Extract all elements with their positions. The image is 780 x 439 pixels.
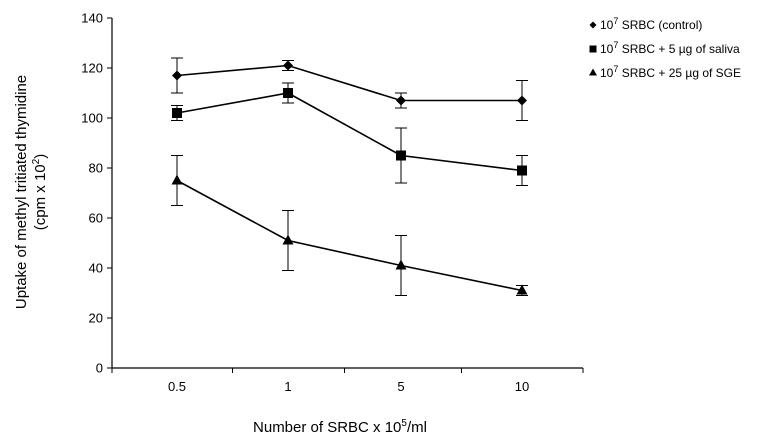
data-point <box>516 284 528 295</box>
legend-marker <box>589 21 597 29</box>
x-axis-title: Number of SRBC x 105/ml <box>253 418 427 436</box>
data-point <box>282 234 294 245</box>
data-point <box>396 150 406 161</box>
y-axis-title-line2-sup: 2 <box>31 158 42 164</box>
data-point <box>172 108 182 118</box>
series-square <box>171 82 528 186</box>
data-point <box>283 60 293 71</box>
y-tick-label: 140 <box>81 11 103 26</box>
legend-label: 107 SRBC (control) <box>600 16 702 32</box>
data-point <box>517 165 527 176</box>
y-axis-ticks: 0 20 40 60 80 100 120 140 <box>81 11 112 376</box>
y-tick-label: 120 <box>81 61 103 76</box>
data-point <box>172 70 182 81</box>
legend-label-rest: SRBC + 5 µg of saliva <box>618 42 740 56</box>
series-line <box>176 64 522 102</box>
legend: 107 SRBC (control)107 SRBC + 5 µg of sal… <box>589 16 741 80</box>
legend-label: 107 SRBC + 5 µg of saliva <box>600 40 740 56</box>
data-point <box>283 88 293 98</box>
legend-marker <box>589 45 597 53</box>
x-tick-label: 5 <box>397 379 404 394</box>
data-point <box>395 259 407 270</box>
x-tick-label: 10 <box>515 379 529 394</box>
y-axis-title-line2-tail: ) <box>32 154 49 159</box>
legend-label-base: 10 <box>600 18 614 32</box>
series-triangle <box>171 155 528 296</box>
series-line <box>176 179 523 292</box>
legend-label-rest: SRBC (control) <box>618 18 702 32</box>
y-tick-label: 20 <box>89 311 103 326</box>
x-axis-ticks: 0.5 1 5 10 <box>111 368 584 394</box>
y-tick-label: 0 <box>96 361 103 376</box>
legend-label-rest: SRBC + 25 µg of SGE <box>618 66 741 80</box>
x-axis-title-tail: /ml <box>407 419 427 436</box>
legend-label-sup: 7 <box>613 16 618 26</box>
legend-label-base: 10 <box>600 66 614 80</box>
legend-label: 107 SRBC + 25 µg of SGE <box>600 64 741 80</box>
y-axis-title-line1: Uptake of methyl tritiated thymidine <box>13 75 30 309</box>
axes <box>111 18 583 369</box>
x-axis-title-main: Number of SRBC x 10 <box>253 419 401 436</box>
series-line <box>176 92 523 172</box>
series-layer <box>171 57 528 296</box>
y-tick-label: 80 <box>89 161 103 176</box>
y-tick-label: 100 <box>81 111 103 126</box>
y-axis-title-line2: (cpm x 102) <box>31 154 49 230</box>
x-tick-label: 0.5 <box>168 379 186 394</box>
y-axis-title-line2-main: (cpm x 10 <box>32 164 49 230</box>
y-axis-title: Uptake of methyl tritiated thymidine (cp… <box>13 75 49 309</box>
legend-marker <box>589 68 597 76</box>
y-tick-label: 40 <box>89 261 103 276</box>
x-tick-label: 1 <box>284 379 291 394</box>
y-tick-label: 60 <box>89 211 103 226</box>
legend-label-sup: 7 <box>613 64 618 74</box>
data-point <box>396 95 406 106</box>
x-axis-title-sup: 5 <box>401 418 407 429</box>
data-point <box>171 174 183 185</box>
data-point <box>517 95 527 106</box>
legend-label-base: 10 <box>600 42 614 56</box>
legend-label-sup: 7 <box>613 40 618 50</box>
series-diamond <box>171 57 528 121</box>
